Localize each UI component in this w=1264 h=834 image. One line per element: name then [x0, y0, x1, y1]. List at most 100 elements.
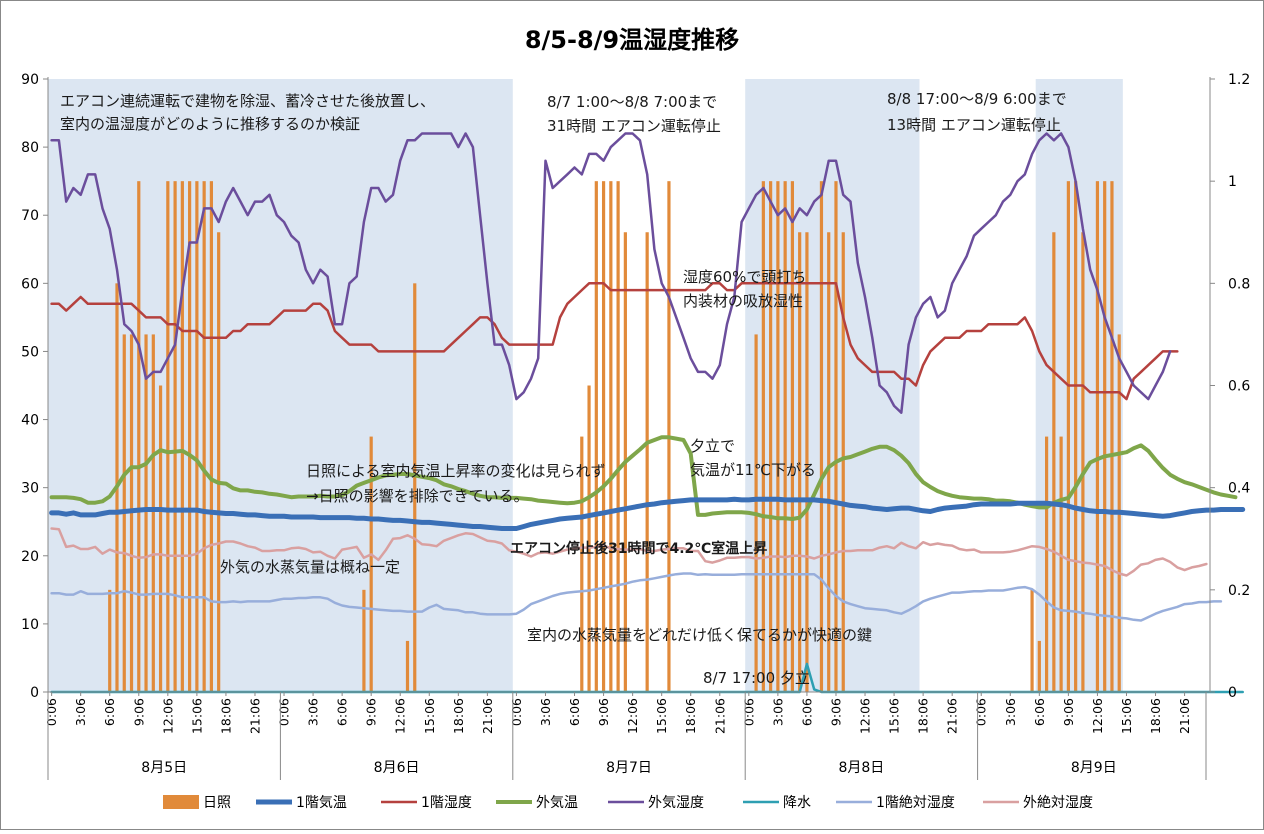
bar-sunshine-41 [1030, 589, 1034, 692]
x-day-label: 8月8日 [838, 760, 884, 776]
x-time-label: 0:06 [44, 698, 59, 726]
bar-sunshine-42 [1037, 640, 1041, 692]
bar-sunshine-44 [1052, 232, 1056, 692]
x-time-label: 3:06 [538, 698, 553, 726]
x-time-label: 6:06 [102, 698, 117, 726]
x-time-label: 0:06 [509, 698, 524, 726]
bar-sunshine-18 [405, 640, 410, 692]
annotation-sun-1: 日照による室内気温上昇率の変化は見られず [306, 462, 606, 480]
axes: 0 10 20 30 40 50 60 70 80 90 0 0.2 0.4 0.6 0.8 1 1.2 0:06… [21, 72, 1250, 780]
x-time-label: 15:06 [1119, 698, 1134, 734]
bar-sunshine-27 [645, 232, 649, 692]
annotation-humidity-1: 湿度60%で頭打ち [683, 268, 806, 286]
bar-sunshine-11 [188, 181, 192, 692]
bar-sunshine-38 [827, 232, 831, 692]
legend-label: 1階湿度 [421, 795, 472, 811]
x-time-label: 0:06 [974, 698, 989, 726]
x-time-label: 9:06 [829, 698, 844, 726]
annotation-outdoor-vapor: 外気の水蒸気量は概ね一定 [220, 558, 400, 576]
bar-sunshine-0 [108, 589, 112, 692]
legend-label: 外気温 [536, 795, 578, 811]
bar-sunshine-8 [166, 181, 170, 692]
x-day-label: 8月6日 [374, 760, 420, 776]
x-time-label: 15:06 [422, 698, 437, 734]
bar-sunshine-45 [1059, 436, 1063, 692]
x-time-label: 21:06 [1177, 698, 1192, 734]
legend-label: 1階絶対湿度 [876, 795, 955, 811]
x-time-label: 12:06 [858, 698, 873, 734]
x-time-label: 3:06 [770, 698, 785, 726]
x-time-label: 21:06 [248, 698, 263, 734]
bar-sunshine-7 [158, 385, 163, 692]
bar-sunshine-20 [580, 436, 584, 692]
x-time-label: 21:06 [945, 698, 960, 734]
series-line-外気温 [49, 435, 1238, 521]
x-time-label: 3:06 [1003, 698, 1018, 726]
bar-sunshine-24 [609, 181, 613, 692]
x-time-label: 12:06 [1090, 698, 1105, 734]
bar-sunshine-49 [1095, 181, 1100, 692]
x-time-label: 21:06 [712, 698, 727, 734]
y-right-tick-label: 0.2 [1228, 583, 1250, 599]
x-time-label: 9:06 [364, 698, 379, 726]
annotation-sun-2: →日照の影響を排除できている。 [306, 487, 529, 505]
y-left-tick-label: 70 [21, 208, 39, 224]
x-time-label: 12:06 [625, 698, 640, 734]
x-day-label: 8月9日 [1071, 760, 1117, 776]
bar-sunshine-6 [151, 334, 155, 692]
series-line-外気湿度 [50, 132, 1172, 414]
x-time-label: 21:06 [480, 698, 495, 734]
annotation-stop2-2: 13時間 エアコン運転停止 [887, 116, 1061, 134]
bar-sunshine-5 [144, 334, 148, 692]
y-left-tick-label: 90 [21, 72, 39, 88]
legend-label: 外絶対湿度 [1023, 795, 1093, 811]
x-time-label: 9:06 [596, 698, 611, 726]
bar-sunshine-32 [776, 181, 780, 692]
x-time-label: 18:06 [451, 698, 466, 734]
annotation-stop2-1: 8/8 17:00～8/9 6:00まで [887, 90, 1067, 108]
x-time-label: 0:06 [741, 698, 756, 726]
legend-label: 日照 [203, 795, 231, 811]
bar-sunshine-35 [798, 232, 802, 692]
bar-sunshine-17 [369, 436, 373, 692]
bar-sunshine-46 [1066, 181, 1070, 692]
bar-sunshine-33 [783, 181, 787, 692]
bar-sunshine-4 [137, 181, 141, 692]
y-right-tick-label: 0.8 [1228, 276, 1250, 292]
annotation-stop1-2: 31時間 エアコン運転停止 [547, 117, 721, 135]
y-right-tick-label: 0.6 [1228, 379, 1250, 395]
legend-label: 外気湿度 [648, 795, 704, 811]
x-time-label: 18:06 [218, 698, 233, 734]
x-time-label: 9:06 [131, 698, 146, 726]
bar-sunshine-14 [209, 181, 214, 692]
bar-sunshine-36 [805, 232, 809, 692]
bar-sunshine-9 [173, 181, 177, 692]
series-line-1階気温 [49, 496, 1246, 531]
x-time-label: 12:06 [393, 698, 408, 734]
series-line-1階絶対湿度 [50, 572, 1223, 622]
bar-sunshine-12 [195, 181, 199, 692]
annotation-shower: 8/7 17:00 夕立 [703, 669, 810, 687]
x-time-label: 15:06 [887, 698, 902, 734]
y-right-tick-label: 0.4 [1228, 481, 1250, 497]
bar-sunshine-30 [761, 181, 765, 692]
bar-sunshine-50 [1103, 181, 1107, 692]
bar-sunshine-40 [841, 232, 845, 692]
y-left-tick-label: 30 [21, 481, 39, 497]
x-time-label: 15:06 [654, 698, 669, 734]
y-left-tick-label: 40 [21, 413, 39, 429]
y-right-tick-label: 0 [1228, 685, 1237, 701]
y-left-tick-label: 80 [21, 140, 39, 156]
x-day-label: 8月5日 [141, 760, 187, 776]
chart-title: 8/5-8/9温湿度推移 [525, 26, 739, 54]
bar-sunshine-19 [413, 283, 417, 692]
shaded-period-1 [745, 79, 920, 692]
annotation-rise: エアコン停止後31時間で4.2℃室温上昇 [510, 540, 767, 557]
bar-sunshine-47 [1074, 181, 1078, 692]
y-left-tick-label: 20 [21, 549, 39, 565]
x-day-label: 8月7日 [606, 760, 652, 776]
x-time-label: 6:06 [335, 698, 350, 726]
y-right-tick-label: 1.2 [1228, 72, 1250, 88]
x-time-label: 6:06 [799, 698, 814, 726]
